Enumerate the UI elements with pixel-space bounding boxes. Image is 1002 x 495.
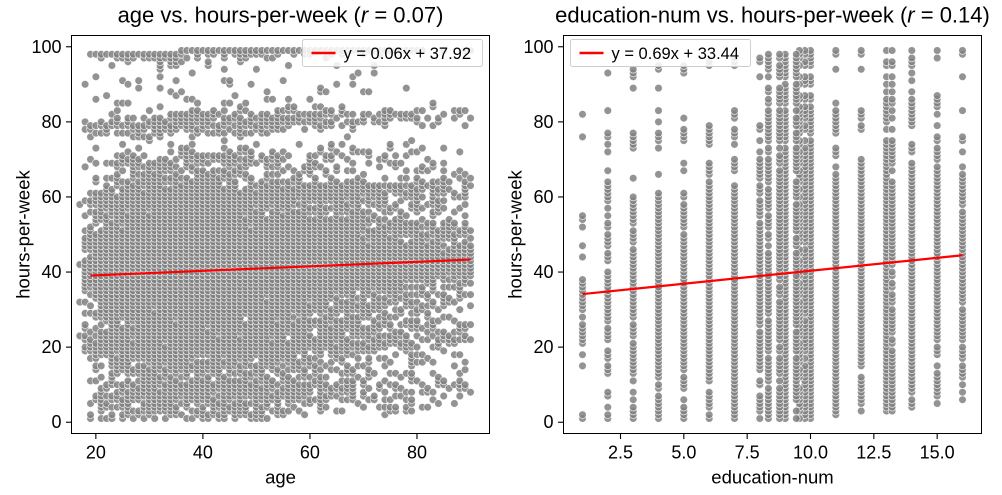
svg-text:20: 20 [533,337,553,357]
svg-text:age: age [265,467,296,488]
svg-text:0: 0 [51,412,61,432]
svg-text:15.0: 15.0 [920,443,955,463]
svg-text:60: 60 [300,443,320,463]
svg-text:80: 80 [41,112,61,132]
svg-text:60: 60 [533,187,553,207]
svg-text:hours-per-week: hours-per-week [505,169,526,298]
svg-text:10.0: 10.0 [793,443,828,463]
svg-text:100: 100 [31,37,61,57]
svg-text:12.5: 12.5 [856,443,891,463]
svg-text:40: 40 [533,262,553,282]
svg-text:5.0: 5.0 [671,443,696,463]
svg-text:education-num vs. hours-per-we: education-num vs. hours-per-week (r = 0.… [555,3,990,28]
svg-text:y = 0.69x + 33.44: y = 0.69x + 33.44 [612,45,740,63]
svg-text:age vs. hours-per-week (r = 0.: age vs. hours-per-week (r = 0.07) [118,3,444,28]
svg-text:80: 80 [533,112,553,132]
svg-text:7.5: 7.5 [735,443,760,463]
svg-text:40: 40 [41,262,61,282]
svg-text:0: 0 [543,412,553,432]
svg-text:hours-per-week: hours-per-week [13,169,34,298]
svg-text:100: 100 [523,37,553,57]
svg-text:80: 80 [407,443,427,463]
svg-text:20: 20 [41,337,61,357]
svg-text:2.5: 2.5 [608,443,633,463]
svg-text:education-num: education-num [711,467,833,488]
svg-text:60: 60 [41,187,61,207]
svg-text:40: 40 [193,443,213,463]
svg-text:y = 0.06x + 37.92: y = 0.06x + 37.92 [344,45,472,63]
svg-text:20: 20 [86,443,106,463]
